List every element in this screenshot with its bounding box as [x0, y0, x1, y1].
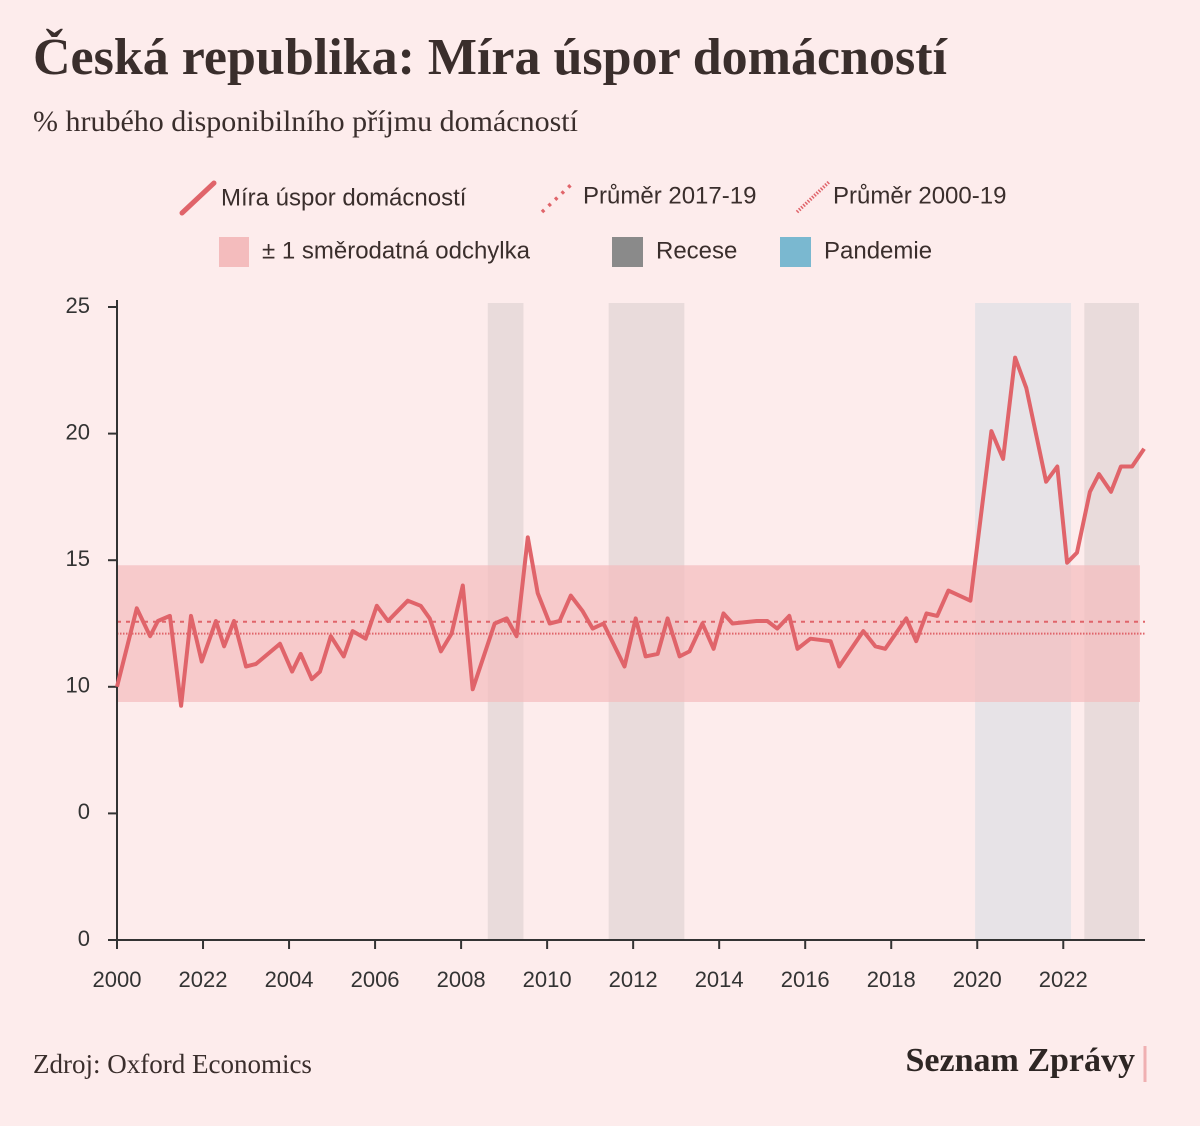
y-tick-label: 10	[66, 673, 90, 698]
legend-label: Pandemie	[824, 237, 932, 264]
legend-label: Míra úspor domácností	[221, 184, 467, 211]
legend-label: Průměr 2017-19	[583, 182, 756, 209]
y-tick-label: 25	[66, 293, 90, 318]
source: Zdroj: Oxford Economics	[33, 1049, 312, 1079]
x-tick-label: 2016	[781, 967, 830, 992]
x-tick-label: 2014	[695, 967, 744, 992]
x-tick-label: 2022	[179, 967, 228, 992]
x-tick-label: 2022	[1039, 967, 1088, 992]
x-tick-label: 2000	[93, 967, 142, 992]
chart-title: Česká republika: Míra úspor domácností	[33, 28, 949, 86]
x-tick-label: 2004	[265, 967, 314, 992]
legend-line-icon	[795, 180, 831, 214]
series-line	[115, 355, 1146, 708]
legend-label: ± 1 směrodatná odchylka	[262, 237, 531, 264]
y-tick-label: 0	[78, 926, 90, 951]
legend-line-icon	[179, 180, 217, 216]
x-tick-label: 2008	[437, 967, 486, 992]
legend-line-icon	[540, 180, 576, 214]
legend-label: Průměr 2000-19	[833, 182, 1006, 209]
legend-swatch	[219, 237, 249, 267]
chart-subtitle: % hrubého disponibilního příjmu domácnos…	[33, 105, 579, 138]
x-tick-label: 2012	[609, 967, 658, 992]
legend-label: Recese	[656, 237, 737, 264]
x-tick-label: 2006	[351, 967, 400, 992]
legend-swatch	[780, 237, 811, 267]
brand: Seznam Zprávy	[906, 1042, 1136, 1079]
y-tick-label: 15	[66, 546, 90, 571]
legend-swatch	[612, 237, 643, 267]
x-tick-label: 2018	[867, 967, 916, 992]
x-tick-label: 2010	[523, 967, 572, 992]
y-tick-label: 0	[78, 799, 90, 824]
x-tick-label: 2020	[953, 967, 1002, 992]
y-tick-label: 20	[66, 419, 90, 444]
